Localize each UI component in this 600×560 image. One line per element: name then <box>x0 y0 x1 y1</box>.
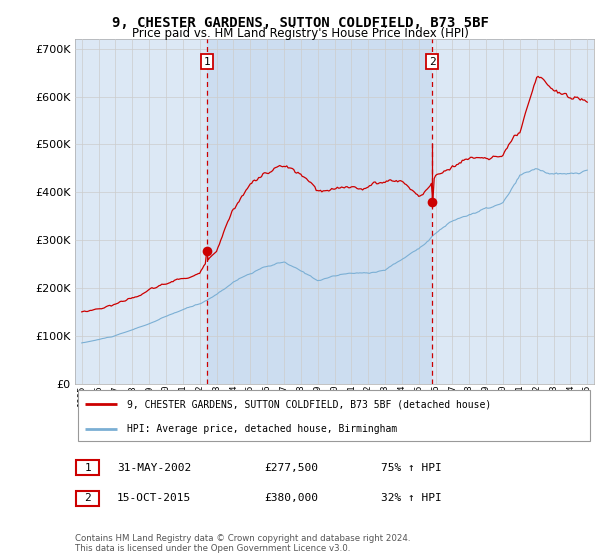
Text: Contains HM Land Registry data © Crown copyright and database right 2024.
This d: Contains HM Land Registry data © Crown c… <box>75 534 410 553</box>
Text: £380,000: £380,000 <box>264 493 318 503</box>
Text: 75% ↑ HPI: 75% ↑ HPI <box>381 463 442 473</box>
FancyBboxPatch shape <box>76 491 99 506</box>
Text: Price paid vs. HM Land Registry's House Price Index (HPI): Price paid vs. HM Land Registry's House … <box>131 27 469 40</box>
Text: 31-MAY-2002: 31-MAY-2002 <box>117 463 191 473</box>
Bar <box>207 39 432 384</box>
Text: HPI: Average price, detached house, Birmingham: HPI: Average price, detached house, Birm… <box>127 424 397 434</box>
Text: £277,500: £277,500 <box>264 463 318 473</box>
Text: 2: 2 <box>429 57 436 67</box>
Text: 1: 1 <box>84 463 91 473</box>
Text: 9, CHESTER GARDENS, SUTTON COLDFIELD, B73 5BF (detached house): 9, CHESTER GARDENS, SUTTON COLDFIELD, B7… <box>127 399 491 409</box>
Text: 1: 1 <box>203 57 210 67</box>
Text: 32% ↑ HPI: 32% ↑ HPI <box>381 493 442 503</box>
FancyBboxPatch shape <box>77 390 590 441</box>
Text: 15-OCT-2015: 15-OCT-2015 <box>117 493 191 503</box>
FancyBboxPatch shape <box>76 460 99 475</box>
Text: 9, CHESTER GARDENS, SUTTON COLDFIELD, B73 5BF: 9, CHESTER GARDENS, SUTTON COLDFIELD, B7… <box>112 16 488 30</box>
Text: 2: 2 <box>84 493 91 503</box>
